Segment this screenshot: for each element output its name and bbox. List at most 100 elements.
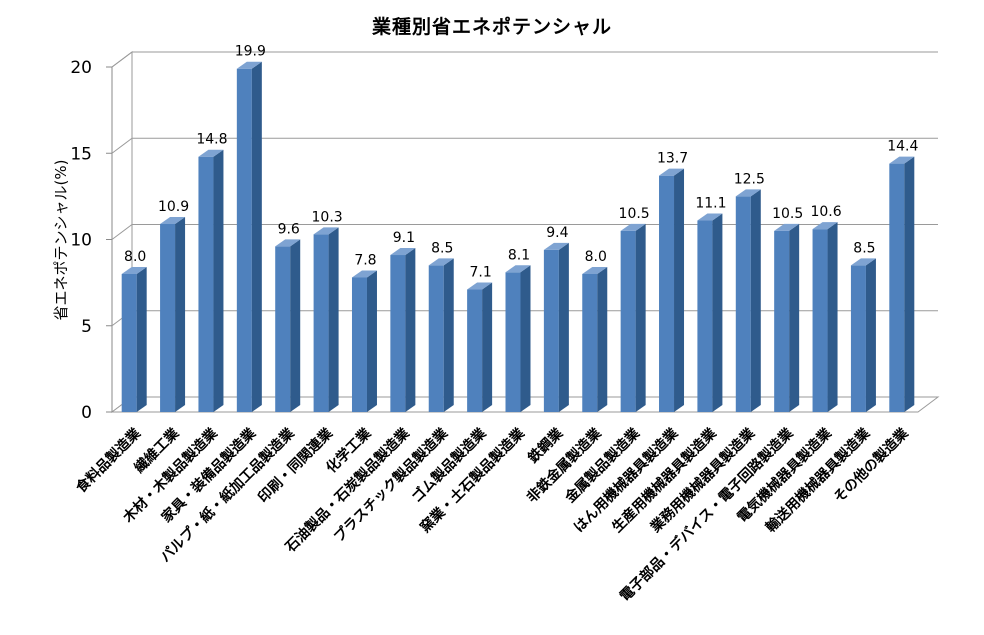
bar bbox=[659, 168, 685, 412]
bar bbox=[467, 282, 493, 412]
data-label: 10.6 bbox=[810, 204, 841, 220]
gridline-diagonal bbox=[111, 51, 133, 68]
bar bbox=[735, 189, 761, 412]
bar-top bbox=[467, 282, 493, 290]
bar-front bbox=[774, 230, 790, 412]
data-label: 14.4 bbox=[887, 139, 918, 155]
bar-side bbox=[405, 248, 416, 412]
bar-front bbox=[351, 277, 367, 412]
bar-top bbox=[659, 168, 685, 176]
bar-side bbox=[482, 282, 493, 412]
y-tick-label: 20 bbox=[70, 58, 92, 78]
bar-front bbox=[121, 274, 137, 412]
bar-front bbox=[505, 272, 521, 412]
bar-side bbox=[175, 216, 186, 412]
bar-top bbox=[428, 258, 454, 266]
bar-side bbox=[251, 61, 262, 412]
bar bbox=[889, 156, 915, 412]
bar bbox=[850, 258, 876, 412]
x-axis-categories: 食料品製造業繊維工業木材・木製品製造業家具・装備品製造業パルプ・紙・紙加工品製造… bbox=[73, 424, 913, 605]
bar bbox=[390, 248, 416, 412]
bar bbox=[275, 239, 301, 412]
bar bbox=[160, 216, 186, 412]
bar-front bbox=[812, 229, 828, 412]
bar-side bbox=[520, 265, 531, 412]
bar-side bbox=[443, 258, 454, 412]
bar-top bbox=[620, 223, 646, 231]
gridline-diagonal bbox=[111, 137, 133, 154]
bar-side bbox=[366, 270, 377, 412]
data-label: 9.1 bbox=[393, 230, 415, 246]
bar-front bbox=[889, 163, 905, 412]
bar-front bbox=[850, 265, 866, 412]
data-label: 7.1 bbox=[469, 265, 491, 281]
bar-side bbox=[558, 242, 569, 412]
bar-top bbox=[275, 239, 301, 247]
bar-front bbox=[697, 220, 713, 412]
bar bbox=[774, 223, 800, 412]
bar-side bbox=[865, 258, 876, 412]
bar bbox=[582, 267, 608, 412]
bar-front bbox=[390, 255, 406, 412]
gridline-diagonal bbox=[111, 224, 133, 240]
bar-top bbox=[351, 270, 377, 278]
data-label: 9.6 bbox=[278, 221, 300, 237]
data-label: 19.9 bbox=[235, 44, 266, 60]
bar-side bbox=[789, 223, 800, 412]
data-label: 8.1 bbox=[508, 247, 530, 263]
bar-top bbox=[160, 216, 186, 224]
bar-side bbox=[827, 222, 838, 412]
bar-top bbox=[735, 189, 761, 197]
bar-front bbox=[582, 274, 598, 412]
bar-front bbox=[160, 223, 176, 412]
bar-top bbox=[198, 149, 224, 157]
data-label: 11.1 bbox=[695, 196, 726, 212]
data-label: 7.8 bbox=[354, 252, 376, 268]
bar-side bbox=[635, 223, 646, 412]
data-labels: 8.0 10.9 14.8 19.9 9.6 10.3 7.8 9.1 8.5 7.1 8.1 9.4… bbox=[124, 44, 918, 281]
bar-front bbox=[467, 289, 483, 412]
bar-side bbox=[290, 239, 301, 412]
bar-front bbox=[735, 196, 751, 412]
data-label: 10.5 bbox=[619, 206, 650, 222]
y-tick-label: 5 bbox=[81, 317, 92, 337]
bar-top bbox=[812, 222, 838, 230]
bar-side bbox=[904, 156, 915, 412]
data-label: 8.5 bbox=[853, 240, 875, 256]
bar bbox=[121, 267, 147, 412]
data-label: 13.7 bbox=[657, 151, 688, 167]
data-label: 9.4 bbox=[546, 225, 568, 241]
bar-front bbox=[659, 175, 675, 412]
bar-front bbox=[428, 265, 444, 412]
chart-title: 業種別省エネポテンシャル bbox=[371, 16, 612, 38]
bar-top bbox=[889, 156, 915, 164]
data-label: 8.0 bbox=[585, 249, 607, 265]
bar bbox=[812, 222, 838, 412]
bar-front bbox=[236, 68, 252, 412]
bar-front bbox=[198, 156, 214, 412]
bar-side bbox=[674, 168, 685, 412]
data-label: 12.5 bbox=[734, 171, 765, 187]
bar-top bbox=[774, 223, 800, 231]
bar-front bbox=[313, 234, 329, 412]
bar-top bbox=[313, 227, 339, 235]
bar-side bbox=[597, 267, 608, 412]
bar bbox=[697, 213, 723, 412]
bar-side bbox=[213, 149, 224, 412]
bar bbox=[543, 242, 569, 412]
gridlines bbox=[111, 51, 938, 327]
bar bbox=[505, 265, 531, 412]
bar bbox=[198, 149, 224, 412]
bar-top bbox=[505, 265, 531, 273]
data-label: 10.3 bbox=[312, 209, 343, 225]
bar-side bbox=[712, 213, 723, 412]
y-tick-label: 0 bbox=[81, 403, 92, 423]
y-axis-ticks: 0 5 10 15 20 bbox=[70, 58, 112, 423]
bar bbox=[428, 258, 454, 412]
bar-top bbox=[697, 213, 723, 221]
bar-top bbox=[850, 258, 876, 266]
bar-side bbox=[750, 189, 761, 412]
bar bbox=[620, 223, 646, 412]
bar-front bbox=[275, 246, 291, 412]
